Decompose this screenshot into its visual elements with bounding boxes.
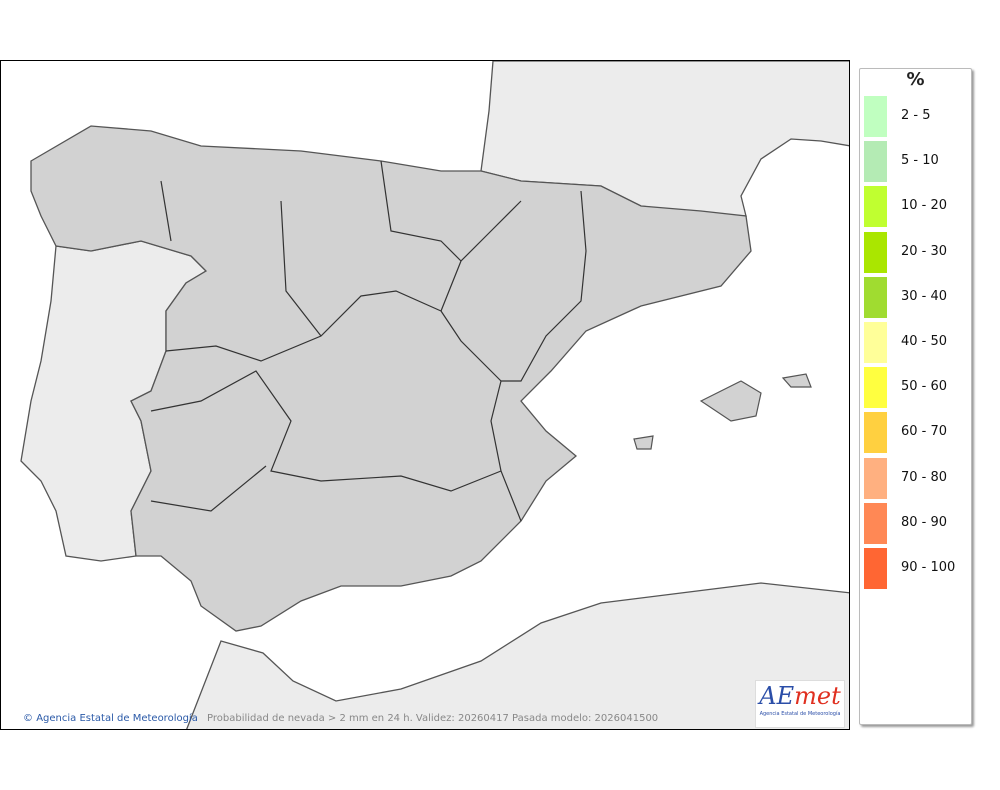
legend-swatch [864,276,887,318]
legend-label: 10 - 20 [901,198,948,214]
legend-swatch [864,457,887,499]
legend-swatch [864,141,887,183]
legend-item: 20 - 30 [864,231,969,274]
legend-swatch [864,186,887,228]
legend-label: 20 - 30 [901,243,948,259]
map-caption: Probabilidad de nevada > 2 mm en 24 h. V… [207,713,659,724]
legend-item: 40 - 50 [864,322,969,364]
legend-swatch [864,96,887,137]
legend-item: 70 - 80 [864,457,969,500]
legend-label: 80 - 90 [901,514,948,530]
legend: % 2 - 5 5 - 10 10 - 20 20 - 30 30 - 40 40 - 5… [859,68,972,725]
legend-item: 50 - 60 [864,367,969,409]
legend-label: 50 - 60 [901,379,948,395]
map-panel[interactable]: © Agencia Estatal de Meteorología Probab… [0,60,850,730]
legend-item: 10 - 20 [864,186,969,228]
legend-label: 90 - 100 [901,560,956,575]
legend-item: 2 - 5 [864,96,969,138]
legend-label: 30 - 40 [901,288,948,304]
legend-item: 5 - 10 [864,141,969,183]
legend-swatch [864,548,887,589]
legend-swatch [864,231,887,273]
legend-label: 60 - 70 [901,424,948,440]
legend-item: 90 - 100 [864,548,969,590]
aemet-credit[interactable]: © Agencia Estatal de Meteorología [23,713,198,724]
aemet-logo-mark: AEmet [759,682,841,710]
legend-unit: % [906,69,925,90]
region-borders [150,160,587,522]
africa-landmass [186,582,849,729]
legend-item: 80 - 90 [864,502,969,545]
aemet-logo: AEmet Agencia Estatal de Meteorología [755,680,845,728]
balearic-islands [633,373,812,450]
legend-item: 30 - 40 [864,276,969,319]
aemet-logo-subtitle: Agencia Estatal de Meteorología [759,711,841,717]
legend-label: 40 - 50 [901,334,948,349]
legend-swatch [864,367,887,409]
legend-label: 2 - 5 [901,108,931,123]
legend-swatch [864,502,887,544]
map-canvas [20,61,849,729]
legend-item: 60 - 70 [864,412,969,454]
spain-landmass [30,125,752,632]
legend-label: 70 - 80 [901,469,948,485]
legend-swatch [864,412,887,454]
legend-label: 5 - 10 [901,153,939,169]
legend-swatch [864,322,887,363]
